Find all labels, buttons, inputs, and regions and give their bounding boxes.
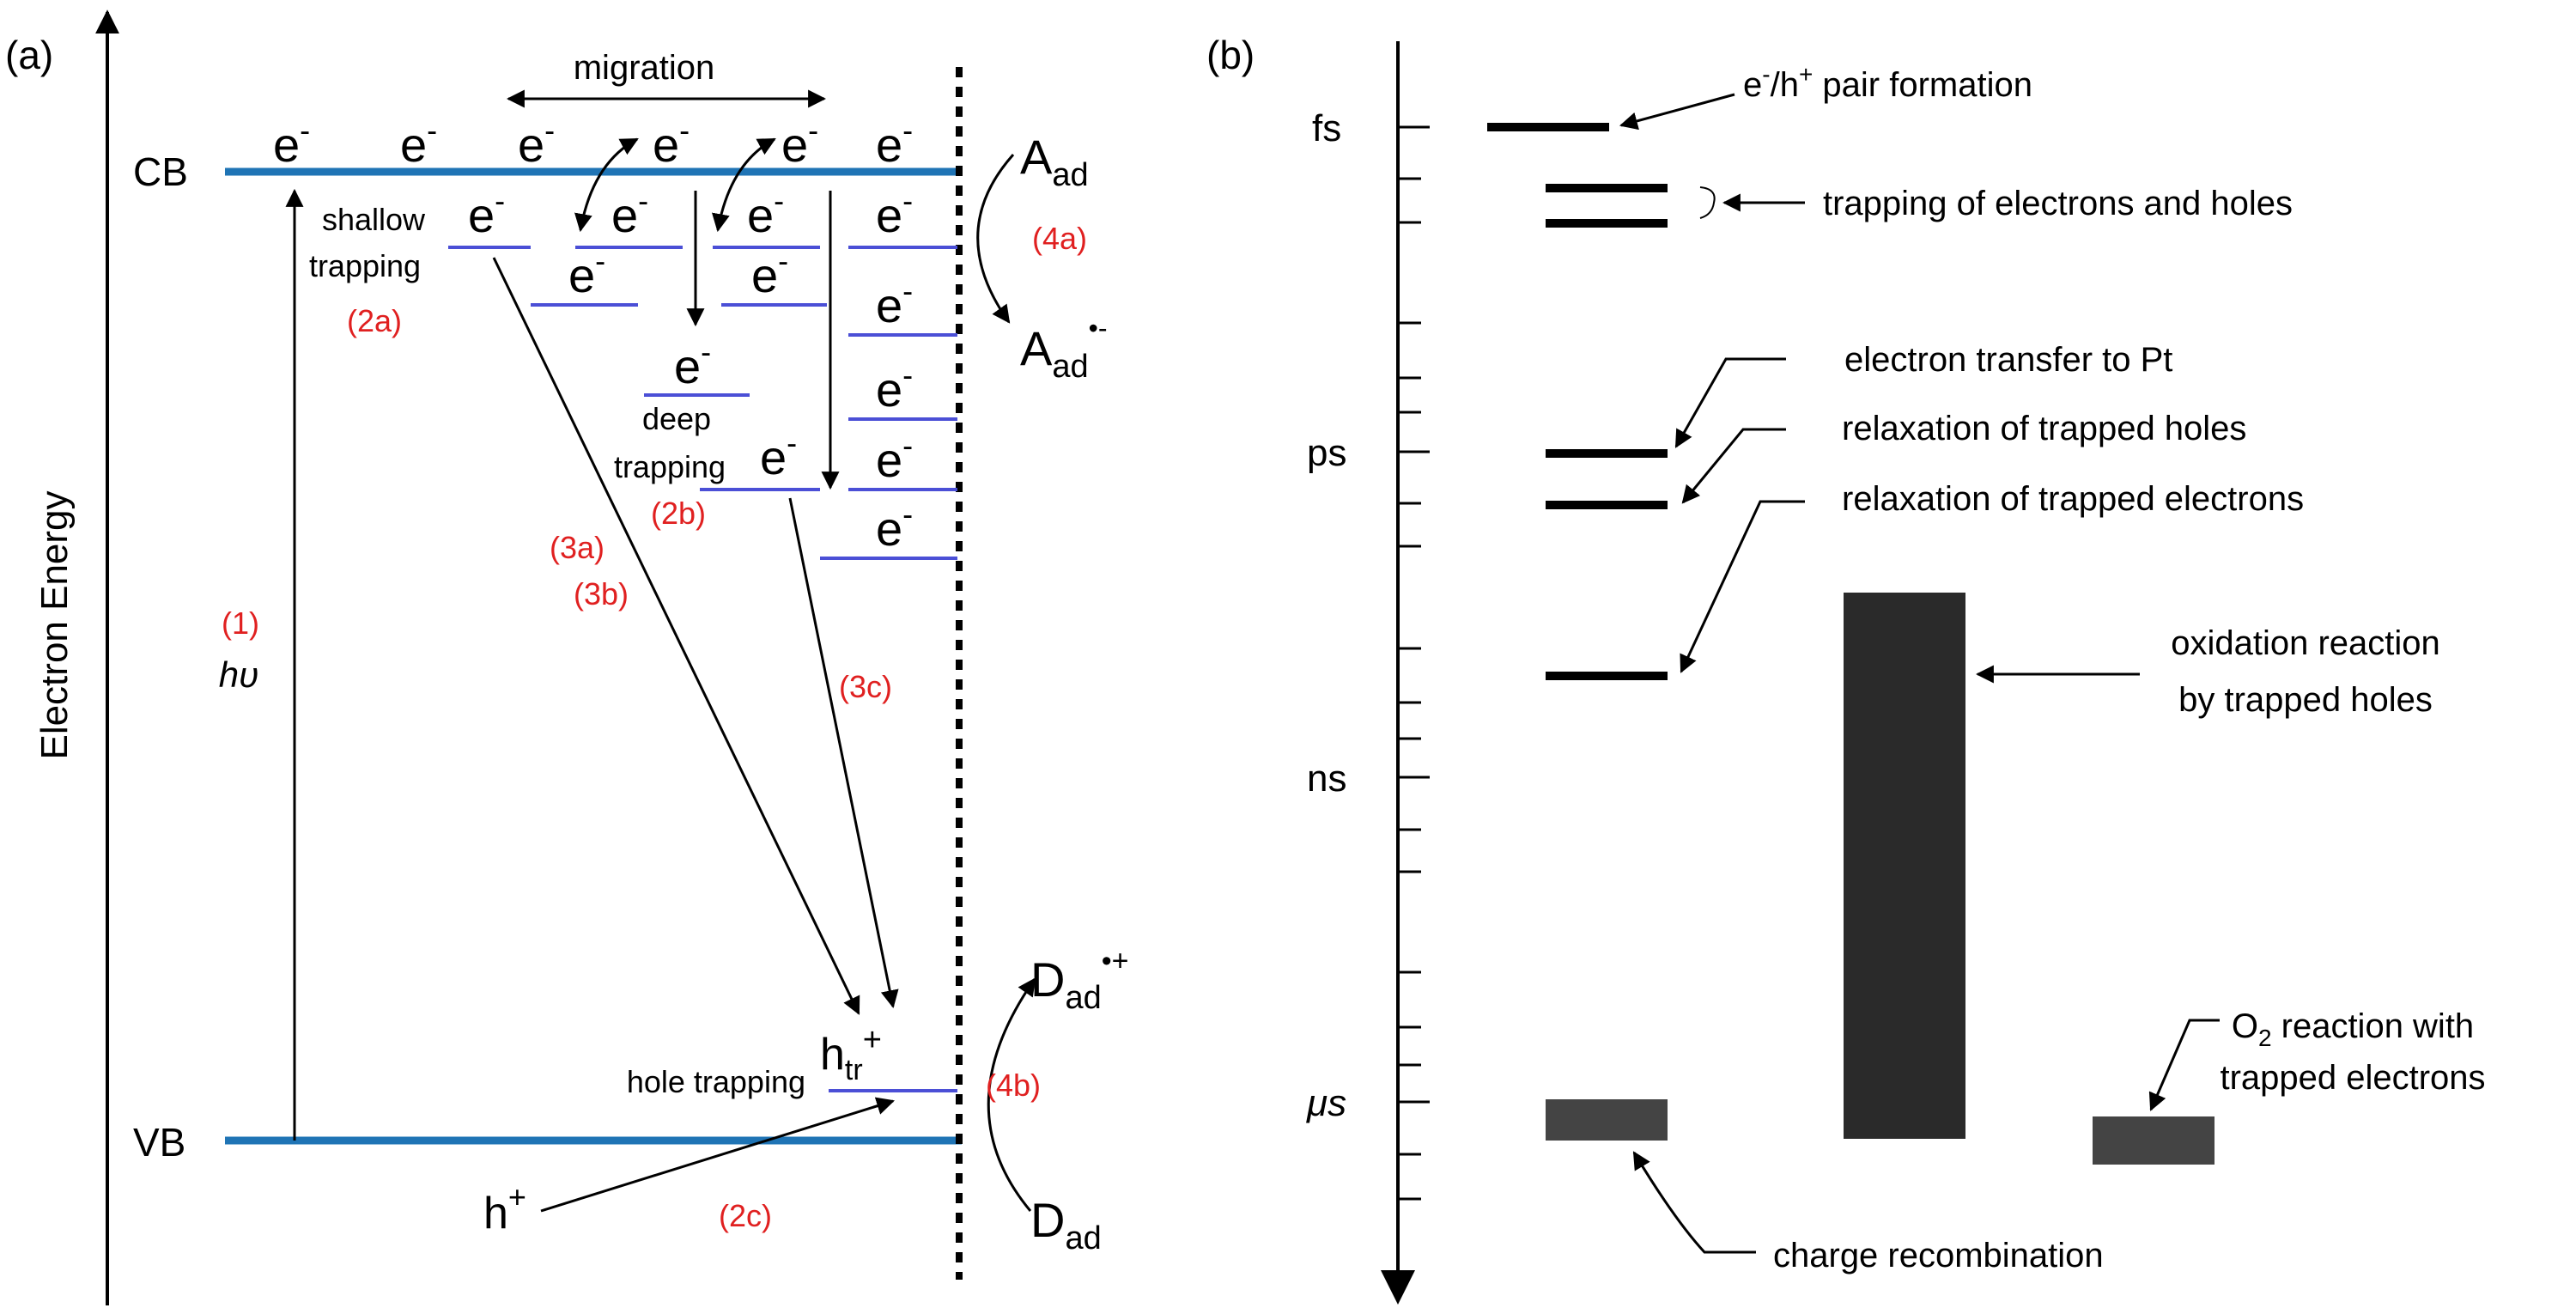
relax-holes-pointer (1681, 428, 1786, 504)
tick-label-ns: ns (1307, 757, 1346, 800)
electron: e- (568, 243, 605, 302)
donor-oxidation-arrow (987, 977, 1036, 1212)
tick-label-fs: fs (1312, 107, 1341, 149)
step-3a-label: (3a) (550, 530, 605, 565)
charge-recombination-pointer (1632, 1151, 1756, 1254)
recombination-arrow-3ab (492, 257, 860, 1015)
electron: e- (653, 113, 690, 172)
electron: e- (468, 183, 505, 242)
curved-hop-arrow (574, 137, 639, 233)
pair-formation-label: e-/h+ pair formation (1743, 61, 2032, 104)
oxidation-label-2: by trapped holes (2178, 681, 2433, 719)
hole-trapping-arrow (540, 1097, 896, 1213)
electron: e- (611, 183, 648, 242)
adsorbed-acceptor: Aad (1020, 130, 1089, 193)
recombination-bar (1546, 1099, 1668, 1141)
step-2b-label: (2b) (651, 496, 706, 531)
acceptor-reduction-arrow (976, 154, 1015, 324)
tick-label-ps: ps (1307, 432, 1346, 474)
adsorbed-donor: Dad (1030, 1193, 1102, 1256)
panel-b-label: (b) (1206, 33, 1255, 77)
relax-holes-label: relaxation of trapped holes (1842, 410, 2246, 447)
photon-energy-label: hυ (219, 654, 258, 695)
step-4a-label: (4a) (1032, 221, 1087, 256)
electron: e- (876, 183, 913, 242)
step-2c-label: (2c) (719, 1198, 772, 1233)
trapping-bracket (1699, 186, 1716, 219)
electron: e- (876, 357, 913, 417)
o2-reaction-label-2: trapped electrons (2220, 1059, 2485, 1097)
energy-axis-label: Electron Energy (33, 490, 76, 759)
step-2a-label: (2a) (347, 303, 402, 338)
step-4b-label: (4b) (986, 1068, 1041, 1103)
electron: e- (400, 113, 437, 172)
cb-label: CB (133, 149, 188, 194)
shallow-trapping-label-2: trapping (309, 248, 421, 283)
trapped-hole: htr+ (820, 1022, 882, 1086)
curved-hop-arrow (712, 137, 776, 233)
electron: e- (781, 113, 818, 172)
shallow-trapping-label: shallow (322, 202, 426, 237)
panel-a: (a) Electron Energy CB VB (5, 9, 1129, 1305)
vb-label: VB (133, 1120, 185, 1165)
electron: e- (518, 113, 555, 172)
electron: e- (876, 496, 913, 556)
step-1-label: (1) (222, 605, 259, 641)
pair-formation-pointer (1619, 93, 1735, 131)
electron: e- (876, 113, 913, 172)
electron: e- (747, 183, 784, 242)
electron-transfer-pointer (1674, 357, 1786, 448)
reduced-acceptor: Aad•- (1020, 313, 1108, 385)
trapping-label: trapping of electrons and holes (1823, 185, 2293, 222)
migration-label: migration (574, 49, 715, 87)
hole-trapping-label: hole trapping (627, 1064, 805, 1099)
valence-hole: h+ (483, 1179, 526, 1238)
o2-reaction-bar (2093, 1116, 2215, 1165)
deep-trapping-label-2: trapping (614, 449, 726, 484)
relax-holes-bar (1546, 501, 1668, 509)
oxidized-donor: Dad•+ (1030, 945, 1129, 1016)
deep-trapping-label: deep (642, 401, 711, 436)
step-3c-label: (3c) (839, 669, 892, 704)
electron-transfer-bar (1546, 449, 1668, 458)
panel-b: (b) fs ps ns (1206, 33, 2486, 1305)
panel-a-label: (a) (5, 33, 53, 77)
electron: e- (876, 428, 913, 487)
recombination-arrow-3c (788, 497, 899, 1009)
relax-electrons-label: relaxation of trapped electrons (1842, 480, 2304, 518)
oxidation-bar (1844, 593, 1965, 1139)
oxidation-label-1: oxidation reaction (2171, 624, 2440, 662)
trapping-bar-2 (1546, 219, 1668, 228)
electron: e- (273, 113, 310, 172)
step-3b-label: (3b) (574, 576, 629, 611)
tick-label-us: μs (1306, 1082, 1346, 1124)
time-axis-ticks (1398, 125, 1430, 1201)
trap-levels (448, 246, 957, 1092)
o2-reaction-label-1: O2 reaction with (2232, 1007, 2474, 1051)
electron: e- (674, 334, 711, 393)
relax-electrons-bar (1546, 672, 1668, 680)
electron: e- (760, 425, 797, 484)
trapping-bar-1 (1546, 184, 1668, 192)
charge-recombination-label: charge recombination (1773, 1237, 2104, 1275)
o2-reaction-pointer (2148, 1019, 2220, 1111)
pair-formation-bar (1487, 123, 1609, 131)
relax-electrons-pointer (1680, 500, 1805, 673)
electron: e- (876, 273, 913, 332)
electron-transfer-label: electron transfer to Pt (1844, 341, 2172, 379)
electron: e- (751, 243, 788, 302)
